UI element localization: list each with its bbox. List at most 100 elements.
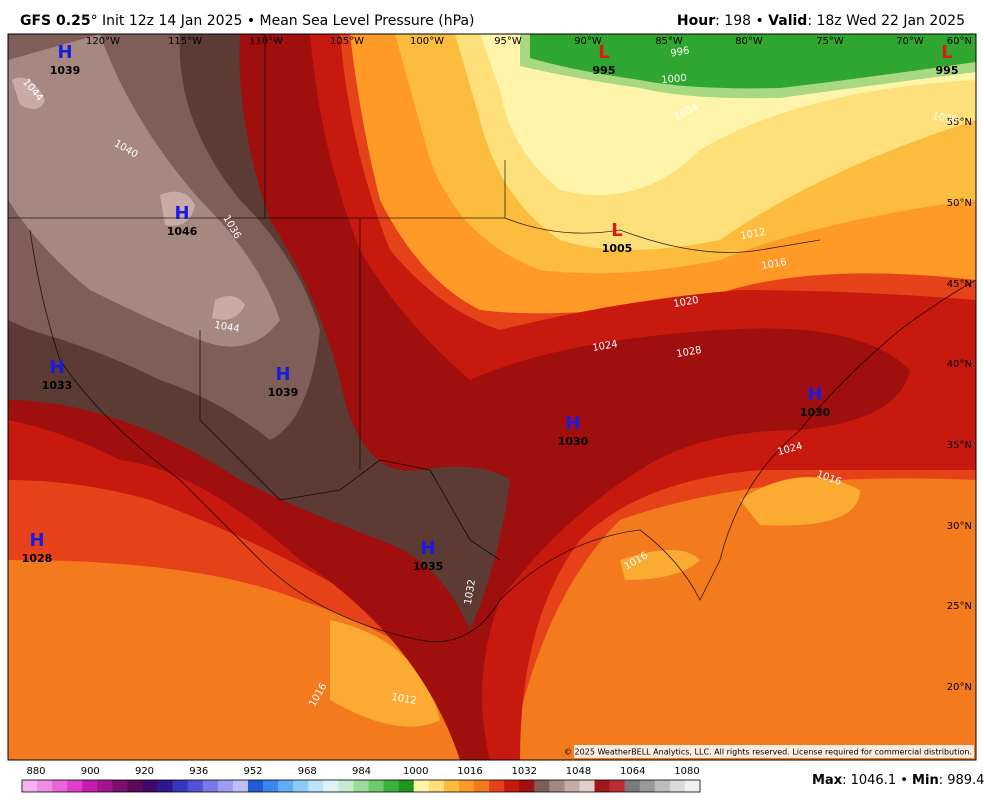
contour-label: 1024 xyxy=(592,339,619,354)
colorbar-tick-label: 936 xyxy=(189,766,208,777)
longitude-label: 75°W xyxy=(816,36,844,47)
colorbar-swatch xyxy=(338,780,354,792)
longitude-label: 100°W xyxy=(410,36,444,47)
colorbar-swatch xyxy=(489,780,505,792)
colorbar-swatch xyxy=(67,780,83,792)
colorbar-swatch xyxy=(202,780,219,792)
valid: : 18z Wed 22 Jan 2025 xyxy=(807,13,965,29)
colorbar-swatch xyxy=(353,780,369,792)
contour-label: 1028 xyxy=(676,345,703,360)
pressure-center-letter: L xyxy=(941,42,952,63)
pressure-center-letter: L xyxy=(611,220,622,241)
hour: : 198 • xyxy=(715,13,768,29)
pressure-center-value: 1033 xyxy=(42,379,73,392)
pressure-center-letter: H xyxy=(807,384,822,405)
colorbar-swatch xyxy=(97,780,113,792)
colorbar-swatch xyxy=(654,780,671,792)
model: GFS 0.25 xyxy=(20,13,91,29)
pressure-center-letter: H xyxy=(420,538,435,559)
map xyxy=(8,34,976,760)
colorbar-swatch xyxy=(217,780,234,792)
colorbar-swatch xyxy=(458,780,475,792)
contour-label: 1032 xyxy=(463,579,478,606)
colorbar-swatch xyxy=(684,780,701,792)
pressure-center-value: 1028 xyxy=(22,552,53,565)
pressure-center-letter: H xyxy=(57,42,72,63)
contour-label: 1044 xyxy=(213,320,240,335)
contour-label: 1000 xyxy=(661,73,687,86)
colorbar: 880 900 920 936 952 968 984 1000 1016 1032 1048 106… xyxy=(21,766,701,793)
colorbar-swatch xyxy=(639,780,656,792)
colorbar-tick-label: 952 xyxy=(243,766,262,777)
min-value: : 989.4 xyxy=(939,773,984,788)
longitude-label: 90°W xyxy=(574,36,602,47)
colorbar-tick-label: 968 xyxy=(298,766,317,777)
contour-label: 1012 xyxy=(740,227,767,242)
header-right: Hour: 198 • Valid: 18z Wed 22 Jan 2025 xyxy=(677,13,965,29)
latitude-label: 45°N xyxy=(947,279,972,290)
pressure-center-value: 1030 xyxy=(558,435,589,448)
pressure-center-value: 995 xyxy=(936,64,959,77)
colorbar-swatch xyxy=(368,780,384,792)
colorbar-tick-label: 900 xyxy=(81,766,100,777)
latitude-label: 55°N xyxy=(947,117,972,128)
colorbar-swatch xyxy=(37,780,53,792)
longitude-label: 95°W xyxy=(494,36,522,47)
colorbar-swatch xyxy=(82,780,98,792)
latitude-label: 20°N xyxy=(947,682,972,693)
contour-label: 1020 xyxy=(673,295,700,310)
colorbar-tick-label: 1000 xyxy=(403,766,428,777)
colorbar-swatch xyxy=(263,780,279,792)
colorbar-swatch xyxy=(504,780,520,792)
contour-label: 996 xyxy=(670,45,691,59)
stats: Max: 1046.1 • Min: 989.4 xyxy=(812,773,984,788)
title: ° Init 12z 14 Jan 2025 • Mean Sea Level … xyxy=(91,13,475,29)
colorbar-swatch xyxy=(443,780,460,792)
max-label: Max xyxy=(812,773,843,788)
longitude-label: 110°W xyxy=(249,36,283,47)
colorbar-swatch xyxy=(428,780,445,792)
longitude-label: 85°W xyxy=(655,36,683,47)
colorbar-swatch xyxy=(187,780,204,792)
colorbar-swatch xyxy=(534,780,550,792)
colorbar-swatch xyxy=(579,780,595,792)
colorbar-swatch xyxy=(22,780,38,792)
colorbar-swatch xyxy=(549,780,565,792)
colorbar-swatch xyxy=(474,780,490,792)
latitude-label: 50°N xyxy=(947,198,972,209)
pressure-center-value: 1039 xyxy=(268,386,299,399)
latitude-label: 30°N xyxy=(947,521,972,532)
colorbar-tick-label: 1064 xyxy=(620,766,645,777)
pressure-center-letter: H xyxy=(174,203,189,224)
colorbar-tick-label: 1016 xyxy=(457,766,482,777)
colorbar-swatch xyxy=(157,780,173,792)
colorbar-swatch xyxy=(519,780,535,792)
pressure-center-letter: H xyxy=(29,530,44,551)
colorbar-swatch xyxy=(172,780,189,792)
pressure-center-value: 1030 xyxy=(800,406,831,419)
contour-label: 1012 xyxy=(390,692,417,707)
longitude-label: 115°W xyxy=(168,36,202,47)
colorbar-swatch xyxy=(564,780,580,792)
colorbar-swatch xyxy=(52,780,68,792)
pressure-center-letter: H xyxy=(275,364,290,385)
colorbar-swatch xyxy=(383,780,399,792)
colorbar-tick-label: 1080 xyxy=(674,766,699,777)
colorbar-swatch xyxy=(609,780,625,792)
min-label: Min xyxy=(912,773,939,788)
pressure-center-value: 1005 xyxy=(602,242,633,255)
copyright: © 2025 WeatherBELL Analytics, LLC. All r… xyxy=(564,748,972,757)
longitude-label: 105°W xyxy=(330,36,364,47)
valid-label: Valid xyxy=(768,13,807,29)
map-frame xyxy=(7,33,977,761)
colorbar-tick-label: 1048 xyxy=(566,766,591,777)
contour-label: 1016 xyxy=(761,257,788,272)
hour-label: Hour xyxy=(677,13,715,29)
latitude-label: 25°N xyxy=(947,601,972,612)
pressure-center-letter: H xyxy=(49,357,64,378)
colorbar-swatch xyxy=(323,780,339,792)
pressure-center-value: 1035 xyxy=(413,560,444,573)
colorbar-swatch xyxy=(248,780,264,792)
colorbar-swatch xyxy=(669,780,686,792)
